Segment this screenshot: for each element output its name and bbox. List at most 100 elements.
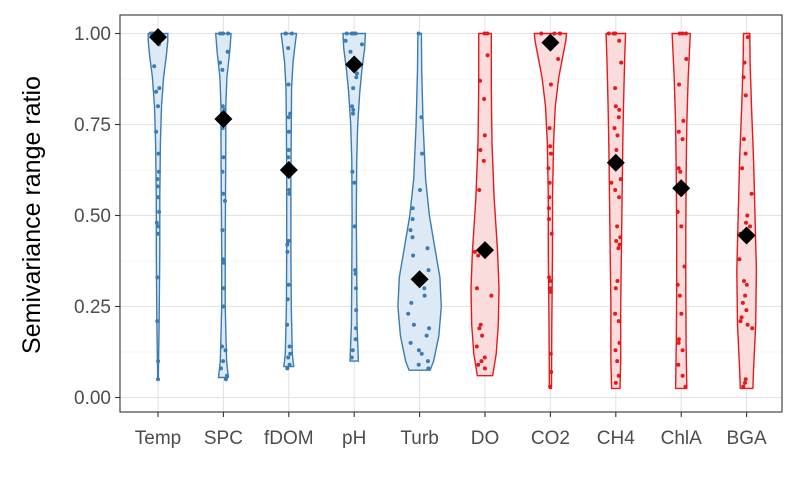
x-tick-label: DO [471, 428, 500, 449]
data-point [547, 275, 552, 280]
data-point [352, 180, 357, 185]
data-point [547, 286, 552, 291]
data-point [352, 224, 357, 229]
data-point [220, 67, 225, 72]
data-point [549, 370, 554, 374]
data-point [741, 384, 746, 389]
data-point [220, 344, 224, 349]
violin-bga [736, 32, 758, 390]
x-tick-label: SPC [204, 428, 243, 449]
data-point [220, 257, 225, 262]
data-point [750, 326, 755, 331]
data-point [354, 286, 358, 291]
data-point [349, 355, 354, 360]
data-point [684, 31, 688, 36]
data-point [743, 380, 747, 385]
x-tick-label: BGA [727, 428, 767, 449]
data-point [682, 264, 687, 269]
data-point [618, 235, 623, 240]
data-point [548, 384, 553, 389]
data-point [485, 53, 490, 58]
data-point [427, 326, 432, 331]
data-point [539, 31, 544, 36]
mean-marker [672, 179, 691, 198]
data-point [155, 319, 160, 324]
data-point [744, 308, 749, 313]
data-point [680, 31, 685, 36]
data-point [613, 348, 618, 353]
y-tick-label: 0.75 [74, 115, 111, 136]
data-point [743, 293, 748, 298]
data-point [351, 31, 356, 36]
data-point [613, 286, 618, 291]
data-point [157, 209, 162, 214]
mean-marker [214, 110, 233, 129]
data-point [743, 93, 748, 98]
data-point [155, 231, 160, 236]
data-point [410, 217, 415, 222]
data-point [420, 151, 425, 156]
data-point [419, 115, 424, 120]
x-tick-label: Turb [400, 428, 438, 449]
data-point [482, 31, 487, 36]
y-axis-title: Semivariance range ratio [18, 76, 46, 354]
data-point [678, 169, 683, 174]
x-tick-label: Temp [135, 428, 181, 449]
data-point [156, 169, 161, 174]
data-point [223, 348, 228, 353]
data-point [425, 359, 430, 364]
data-point [740, 300, 745, 305]
data-point [286, 282, 291, 287]
data-point [681, 118, 686, 123]
data-point [617, 107, 622, 112]
data-point [289, 31, 294, 36]
data-point [619, 60, 624, 65]
data-point [154, 89, 159, 94]
data-point [408, 228, 413, 233]
data-point [677, 82, 682, 87]
data-point [480, 333, 485, 338]
data-point [679, 311, 684, 316]
data-point [679, 224, 684, 229]
y-tick-label: 0.00 [74, 388, 111, 409]
data-point [546, 206, 551, 211]
data-point [424, 333, 429, 338]
data-point [156, 151, 161, 156]
mean-marker [606, 153, 625, 172]
data-point [416, 362, 421, 367]
data-point [613, 311, 618, 316]
data-point [680, 373, 685, 378]
data-point [478, 78, 482, 83]
data-point [286, 82, 291, 87]
data-point [616, 373, 621, 378]
data-point [351, 107, 356, 112]
data-point [477, 326, 482, 331]
data-point [472, 249, 477, 254]
violin-ph [342, 32, 367, 362]
data-point [474, 344, 479, 349]
data-point [350, 104, 355, 109]
data-point [360, 42, 364, 47]
data-point [556, 57, 561, 61]
data-point [218, 31, 223, 36]
data-point [547, 195, 552, 200]
data-point [223, 198, 227, 203]
data-point [154, 220, 159, 225]
x-tick-label: pH [342, 428, 366, 449]
data-point [617, 340, 622, 345]
data-point [613, 86, 618, 91]
data-point [476, 362, 481, 367]
data-point [155, 184, 160, 189]
data-point [221, 191, 226, 196]
violin-fdom [280, 32, 298, 368]
data-point [548, 279, 552, 283]
data-point [410, 235, 415, 240]
data-point [156, 104, 160, 109]
data-point [287, 362, 292, 367]
mean-marker [476, 241, 494, 260]
data-point [479, 359, 484, 364]
data-point [406, 311, 411, 316]
data-point [616, 246, 621, 251]
data-point [552, 31, 557, 36]
data-point [477, 188, 482, 192]
